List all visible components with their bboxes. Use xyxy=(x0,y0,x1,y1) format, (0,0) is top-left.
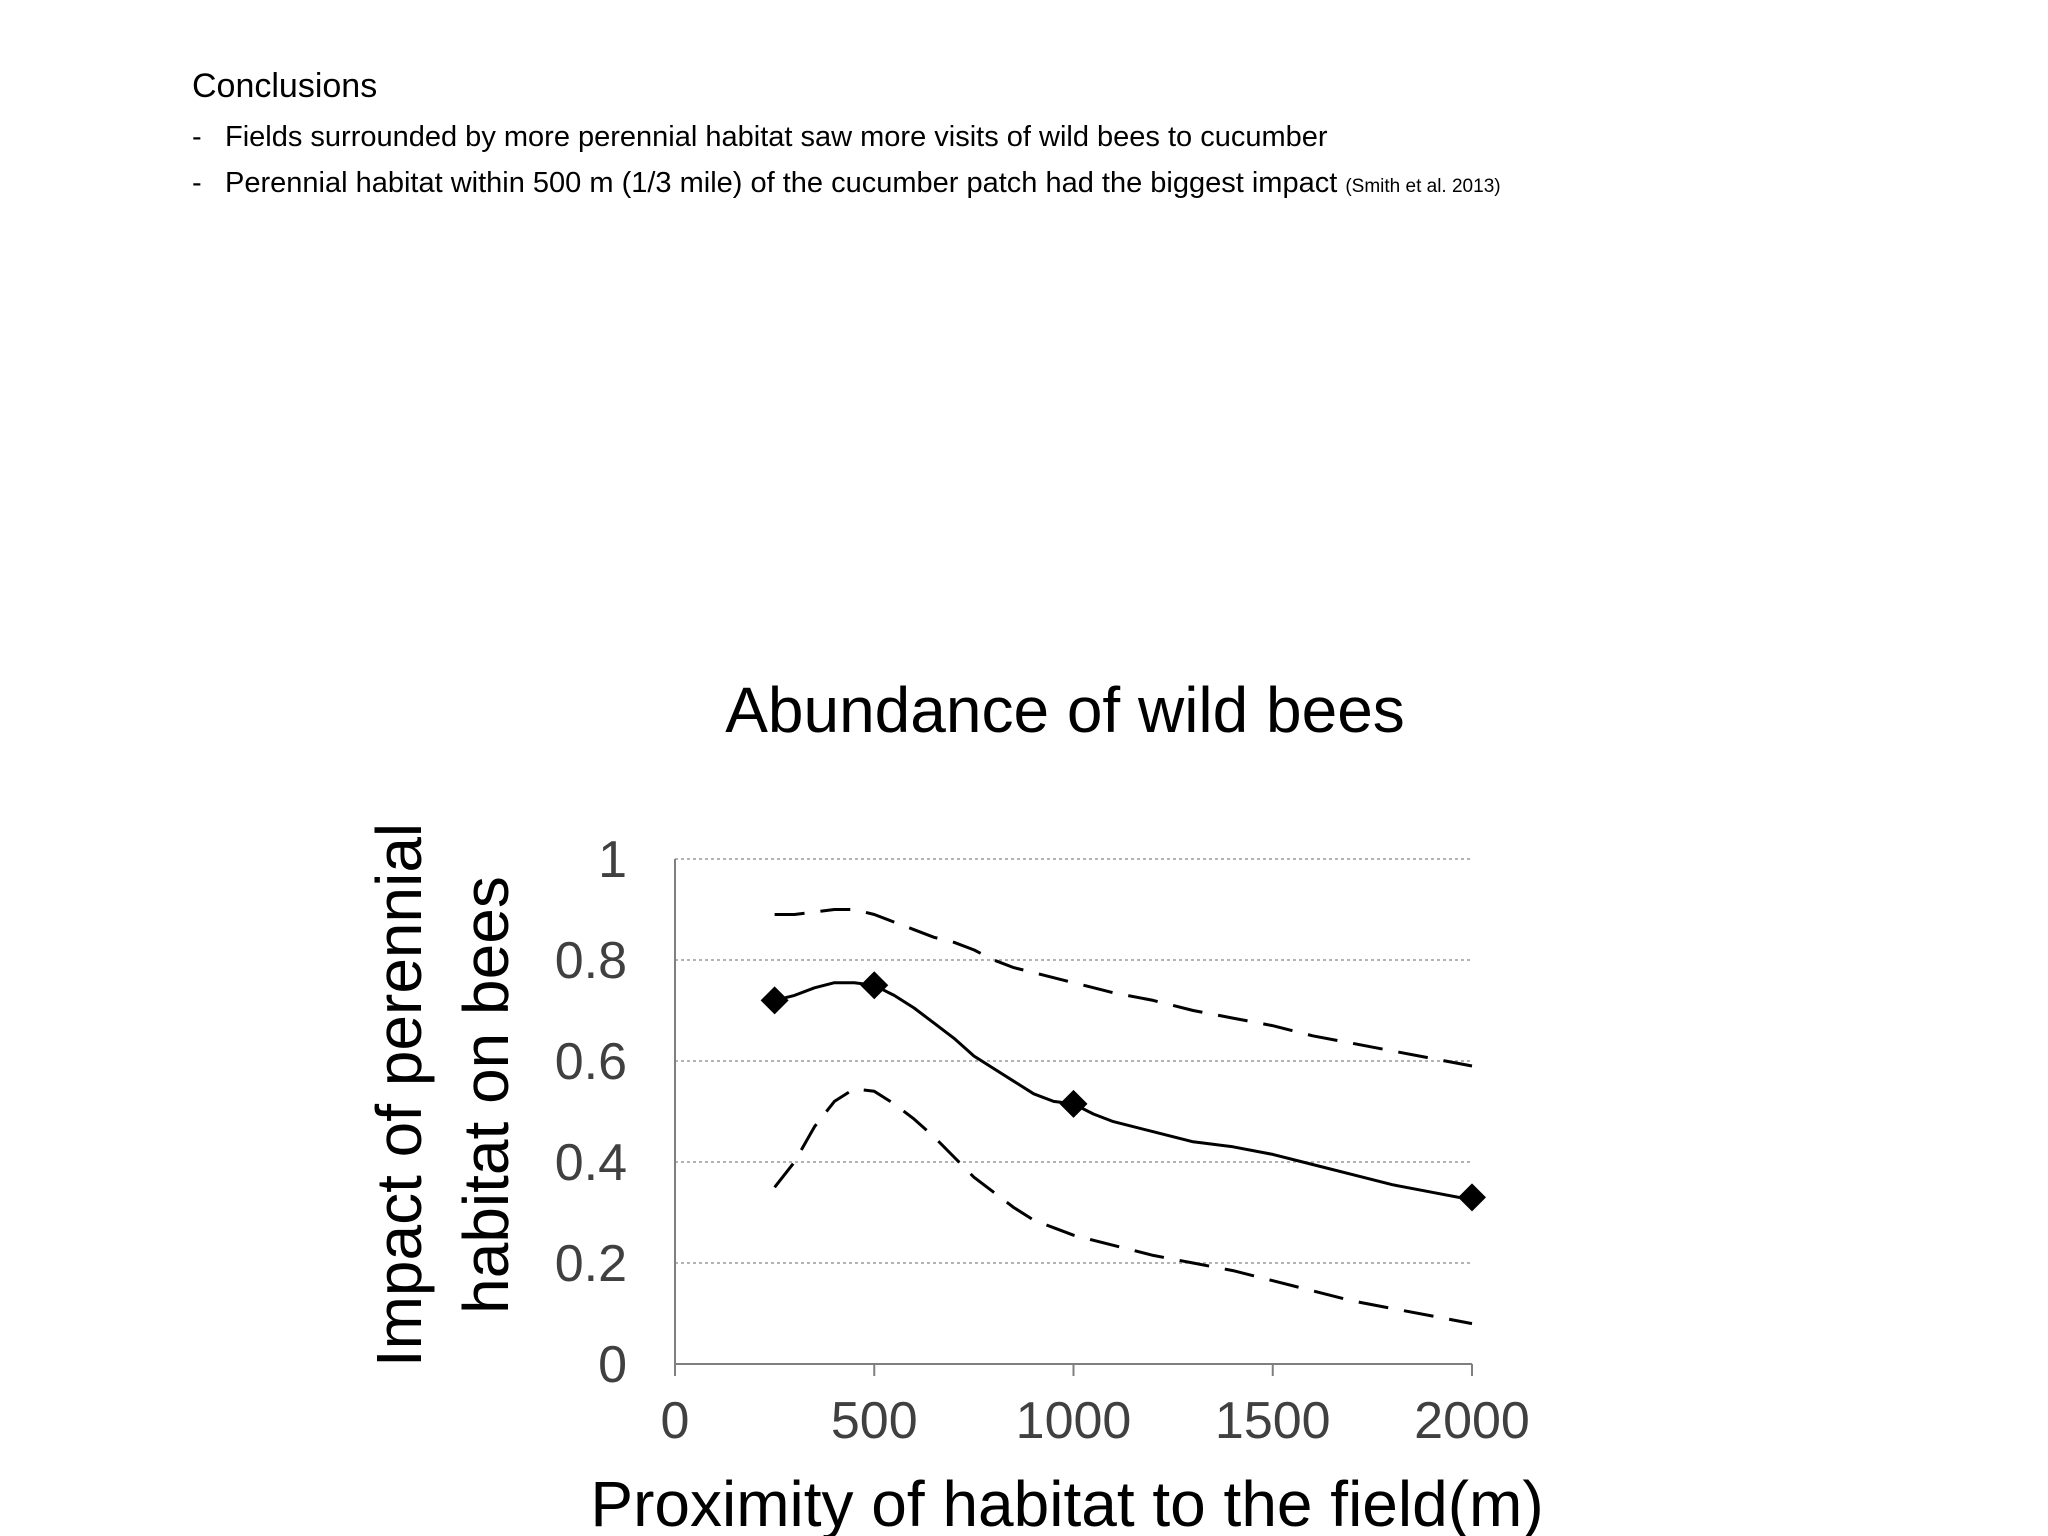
gridlines xyxy=(675,858,1472,1264)
conclusion-text: Fields surrounded by more perennial habi… xyxy=(225,121,1328,153)
diamond-marker xyxy=(1458,1183,1486,1212)
citation: (Smith et al. 2013) xyxy=(1345,176,1501,197)
y-tick-label: 1 xyxy=(598,831,627,889)
bullet-dash: - xyxy=(192,121,202,153)
x-tick-label: 0 xyxy=(661,1392,690,1450)
y-tick-label: 0.8 xyxy=(555,932,627,990)
conclusion-text: Perennial habitat within 500 m (1/3 mile… xyxy=(225,167,1338,199)
data-markers xyxy=(760,971,1486,1212)
bullet-dash: - xyxy=(192,167,202,199)
x-tick-label: 1000 xyxy=(1016,1392,1132,1450)
x-tick-label: 500 xyxy=(831,1392,918,1450)
x-tick-label: 1500 xyxy=(1215,1392,1331,1450)
conclusion-item: - Fields surrounded by more perennial ha… xyxy=(192,114,1992,160)
tick-labels: 0 500 1000 1500 2000 0 0.2 0.4 0.6 0.8 1 xyxy=(555,831,1530,1450)
y-axis-label-line-1: Impact of perennial xyxy=(363,823,435,1367)
conclusions-heading: Conclusions xyxy=(192,67,378,105)
series-lines xyxy=(773,908,1473,1326)
x-tick-label: 2000 xyxy=(1414,1392,1530,1450)
y-tick-label: 0.6 xyxy=(555,1033,627,1091)
axes xyxy=(674,859,1473,1376)
y-tick-label: 0 xyxy=(598,1336,627,1394)
conclusions-section: Conclusions - Fields surrounded by more … xyxy=(192,62,1992,210)
diamond-marker xyxy=(860,971,889,1000)
chart-title: Abundance of wild bees xyxy=(725,674,1405,746)
diamond-marker xyxy=(1059,1089,1088,1118)
conclusion-item: - Perennial habitat within 500 m (1/3 mi… xyxy=(192,160,1992,210)
confidence-bound-line xyxy=(773,1087,1473,1326)
y-tick-label: 0.4 xyxy=(555,1134,627,1192)
diamond-marker xyxy=(760,986,789,1015)
y-tick-label: 0.2 xyxy=(555,1235,627,1293)
x-axis-label: Proximity of habitat to the field(m) xyxy=(590,1468,1543,1536)
estimate-line xyxy=(774,981,1473,1202)
conclusions-list: - Fields surrounded by more perennial ha… xyxy=(192,114,1992,210)
y-axis-label-line-2: habitat on bees xyxy=(450,876,522,1314)
